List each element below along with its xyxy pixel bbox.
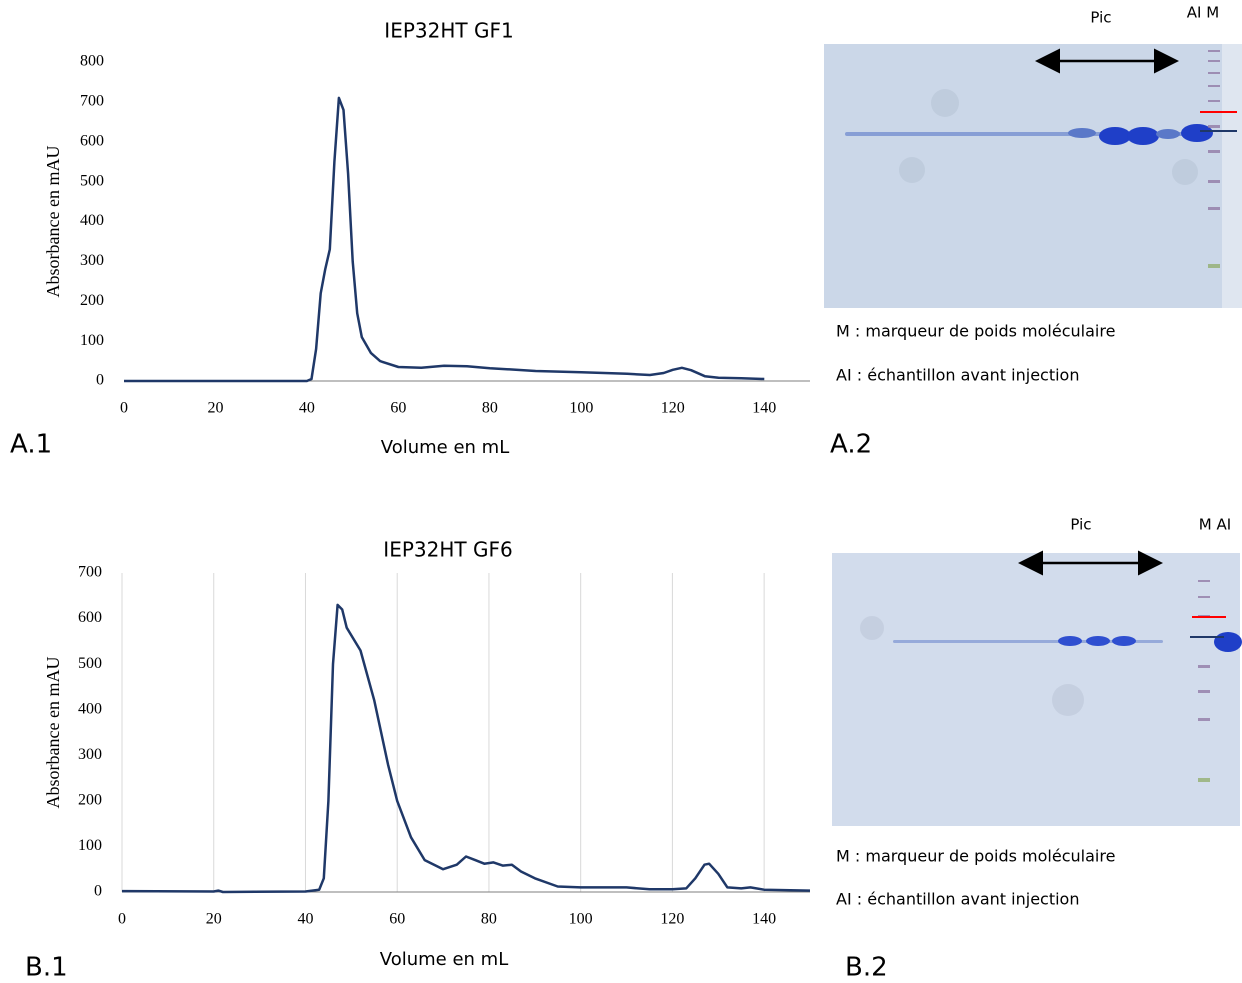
y-tick-label: 100 — [80, 332, 104, 349]
y-tick-label: 100 — [78, 837, 102, 854]
x-tick-label: 0 — [120, 400, 128, 417]
y-tick-label: 700 — [80, 93, 104, 110]
data-line — [121, 603, 811, 894]
gel-image-a — [824, 44, 1242, 308]
y-tick-label: 400 — [78, 700, 102, 717]
x-tick-label: 20 — [207, 400, 223, 417]
panel-label: A.1 — [10, 430, 52, 460]
panel-label: B.1 — [25, 953, 68, 983]
y-tick-label: 200 — [78, 792, 102, 809]
x-tick-label: 100 — [569, 911, 593, 928]
y-tick-label: 600 — [80, 132, 104, 149]
gel-legend: M : marqueur de poids moléculaire — [836, 847, 1115, 866]
x-tick-label: 40 — [297, 911, 313, 928]
y-tick-label: 700 — [78, 564, 102, 581]
y-axis-label: Absorbance en mAU — [43, 146, 63, 298]
x-tick-label: 0 — [118, 911, 126, 928]
x-tick-label: 120 — [661, 400, 685, 417]
y-tick-label: 800 — [80, 53, 104, 70]
x-tick-label: 140 — [752, 400, 776, 417]
data-line — [124, 96, 765, 383]
y-tick-label: 0 — [96, 372, 104, 389]
y-tick-label: 300 — [80, 252, 104, 269]
y-tick-label: 600 — [78, 609, 102, 626]
chart-title: IEP32HT GF6 — [383, 538, 512, 562]
gel-label: Pic — [1090, 9, 1111, 27]
gel-label: Pic — [1070, 516, 1091, 534]
x-tick-label: 40 — [299, 400, 315, 417]
gel-image-b — [832, 550, 1242, 826]
x-tick-label: 80 — [481, 911, 497, 928]
y-tick-label: 300 — [78, 746, 102, 763]
x-tick-label: 20 — [206, 911, 222, 928]
x-tick-label: 60 — [389, 911, 405, 928]
y-tick-label: 500 — [78, 655, 102, 672]
y-tick-label: 400 — [80, 212, 104, 229]
x-tick-label: 60 — [390, 400, 406, 417]
x-tick-label: 120 — [660, 911, 684, 928]
gel-legend: AI : échantillon avant injection — [836, 890, 1079, 909]
panel-label: B.2 — [845, 953, 888, 983]
gel-legend: AI : échantillon avant injection — [836, 366, 1079, 385]
gel-legend: M : marqueur de poids moléculaire — [836, 322, 1115, 341]
x-axis-label: Volume en mL — [381, 437, 509, 458]
y-axis-label: Absorbance en mAU — [43, 657, 63, 809]
x-tick-label: 100 — [569, 400, 593, 417]
x-tick-label: 80 — [482, 400, 498, 417]
y-tick-label: 200 — [80, 292, 104, 309]
gel-label: AI M — [1187, 4, 1219, 22]
chart-title: IEP32HT GF1 — [384, 19, 513, 43]
gel-label: M AI — [1199, 516, 1231, 534]
panel-label: A.2 — [830, 430, 872, 460]
y-tick-label: 0 — [94, 883, 102, 900]
x-tick-label: 140 — [752, 911, 776, 928]
y-tick-label: 500 — [80, 172, 104, 189]
x-axis-label: Volume en mL — [380, 949, 508, 970]
